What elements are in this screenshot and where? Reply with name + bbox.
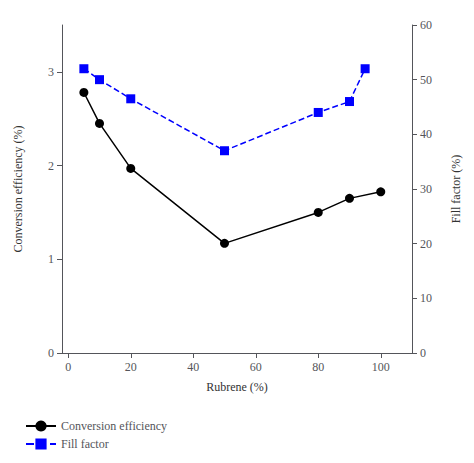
svg-text:Conversion efficiency (%): Conversion efficiency (%)	[11, 125, 25, 252]
svg-text:60: 60	[420, 18, 432, 32]
svg-text:20: 20	[420, 237, 432, 251]
svg-text:40: 40	[420, 127, 432, 141]
svg-text:Conversion efficiency: Conversion efficiency	[61, 419, 167, 433]
svg-text:40: 40	[187, 360, 199, 374]
svg-text:0: 0	[420, 346, 426, 360]
svg-text:Fill factor: Fill factor	[61, 437, 109, 451]
svg-text:60: 60	[250, 360, 262, 374]
svg-text:10: 10	[420, 291, 432, 305]
svg-text:3: 3	[48, 65, 54, 79]
svg-text:Fill factor (%): Fill factor (%)	[449, 155, 463, 224]
svg-text:30: 30	[420, 182, 432, 196]
svg-text:80: 80	[312, 360, 324, 374]
svg-text:2: 2	[48, 159, 54, 173]
svg-text:0: 0	[65, 360, 71, 374]
svg-text:100: 100	[372, 360, 390, 374]
svg-text:50: 50	[420, 73, 432, 87]
svg-text:1: 1	[48, 252, 54, 266]
svg-text:20: 20	[125, 360, 137, 374]
svg-text:0: 0	[48, 346, 54, 360]
svg-text:Rubrene (%): Rubrene (%)	[206, 380, 268, 394]
